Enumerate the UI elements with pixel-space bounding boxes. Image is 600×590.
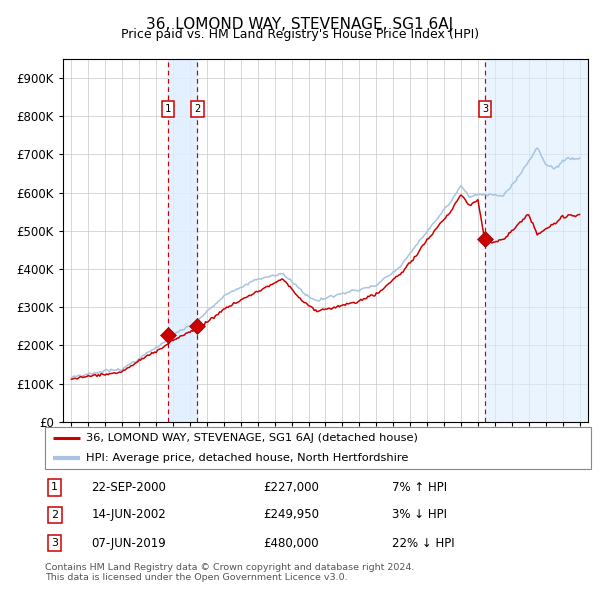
Text: 22% ↓ HPI: 22% ↓ HPI [392, 536, 454, 549]
Bar [485, 59, 588, 422]
Bar [169, 59, 197, 422]
Text: £249,950: £249,950 [263, 508, 319, 522]
Text: 14-JUN-2002: 14-JUN-2002 [91, 508, 166, 522]
Text: This data is licensed under the Open Government Licence v3.0.: This data is licensed under the Open Gov… [45, 573, 347, 582]
Text: £227,000: £227,000 [263, 481, 319, 494]
Text: 07-JUN-2019: 07-JUN-2019 [91, 536, 166, 549]
Text: Price paid vs. HM Land Registry's House Price Index (HPI): Price paid vs. HM Land Registry's House … [121, 28, 479, 41]
Text: HPI: Average price, detached house, North Hertfordshire: HPI: Average price, detached house, Nort… [86, 454, 409, 463]
Text: 1: 1 [165, 104, 172, 114]
Text: 1: 1 [52, 483, 58, 493]
Text: 3% ↓ HPI: 3% ↓ HPI [392, 508, 447, 522]
Text: 7% ↑ HPI: 7% ↑ HPI [392, 481, 447, 494]
Text: 3: 3 [52, 538, 58, 548]
FancyBboxPatch shape [45, 427, 591, 469]
Text: Contains HM Land Registry data © Crown copyright and database right 2024.: Contains HM Land Registry data © Crown c… [45, 563, 415, 572]
Text: 2: 2 [194, 104, 200, 114]
Text: 36, LOMOND WAY, STEVENAGE, SG1 6AJ (detached house): 36, LOMOND WAY, STEVENAGE, SG1 6AJ (deta… [86, 434, 418, 444]
Text: £480,000: £480,000 [263, 536, 319, 549]
Text: 2: 2 [51, 510, 58, 520]
Text: 36, LOMOND WAY, STEVENAGE, SG1 6AJ: 36, LOMOND WAY, STEVENAGE, SG1 6AJ [146, 17, 454, 31]
Text: 3: 3 [482, 104, 488, 114]
Text: 22-SEP-2000: 22-SEP-2000 [91, 481, 166, 494]
